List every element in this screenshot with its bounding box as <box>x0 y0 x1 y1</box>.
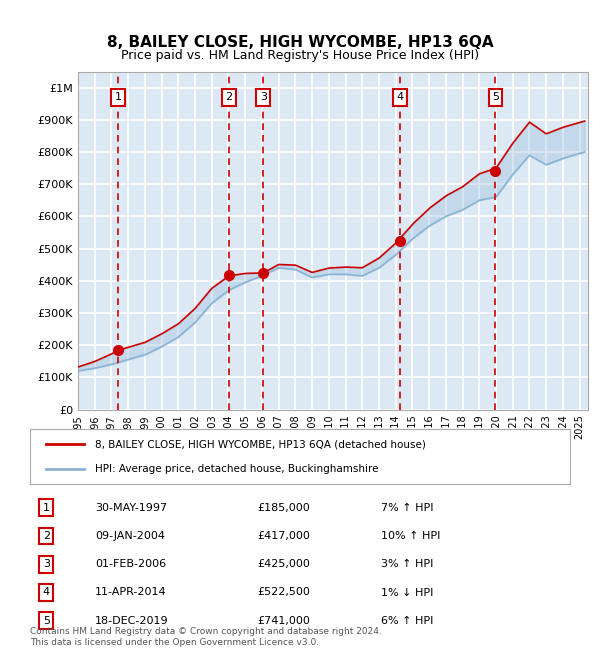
Text: 3: 3 <box>43 559 50 569</box>
Text: 30-MAY-1997: 30-MAY-1997 <box>95 502 167 513</box>
Text: 09-JAN-2004: 09-JAN-2004 <box>95 531 165 541</box>
Text: 3% ↑ HPI: 3% ↑ HPI <box>381 559 433 569</box>
Text: 3: 3 <box>260 92 267 102</box>
Text: 8, BAILEY CLOSE, HIGH WYCOMBE, HP13 6QA: 8, BAILEY CLOSE, HIGH WYCOMBE, HP13 6QA <box>107 34 493 50</box>
Text: 4: 4 <box>43 588 50 597</box>
Text: £425,000: £425,000 <box>257 559 310 569</box>
Text: 8, BAILEY CLOSE, HIGH WYCOMBE, HP13 6QA (detached house): 8, BAILEY CLOSE, HIGH WYCOMBE, HP13 6QA … <box>95 439 425 449</box>
Text: £522,500: £522,500 <box>257 588 310 597</box>
Text: 01-FEB-2006: 01-FEB-2006 <box>95 559 166 569</box>
Text: 5: 5 <box>492 92 499 102</box>
Text: £417,000: £417,000 <box>257 531 310 541</box>
Text: £185,000: £185,000 <box>257 502 310 513</box>
Text: 1: 1 <box>43 502 50 513</box>
Text: 10% ↑ HPI: 10% ↑ HPI <box>381 531 440 541</box>
Text: 5: 5 <box>43 616 50 626</box>
Text: 2: 2 <box>226 92 233 102</box>
Text: 4: 4 <box>397 92 404 102</box>
Text: 1: 1 <box>115 92 122 102</box>
Text: £741,000: £741,000 <box>257 616 310 626</box>
Text: HPI: Average price, detached house, Buckinghamshire: HPI: Average price, detached house, Buck… <box>95 464 379 474</box>
Text: 6% ↑ HPI: 6% ↑ HPI <box>381 616 433 626</box>
Text: 2: 2 <box>43 531 50 541</box>
Text: Contains HM Land Registry data © Crown copyright and database right 2024.
This d: Contains HM Land Registry data © Crown c… <box>30 627 382 647</box>
Text: 7% ↑ HPI: 7% ↑ HPI <box>381 502 433 513</box>
Text: Price paid vs. HM Land Registry's House Price Index (HPI): Price paid vs. HM Land Registry's House … <box>121 49 479 62</box>
Text: 11-APR-2014: 11-APR-2014 <box>95 588 166 597</box>
Text: 18-DEC-2019: 18-DEC-2019 <box>95 616 169 626</box>
Text: 1% ↓ HPI: 1% ↓ HPI <box>381 588 433 597</box>
